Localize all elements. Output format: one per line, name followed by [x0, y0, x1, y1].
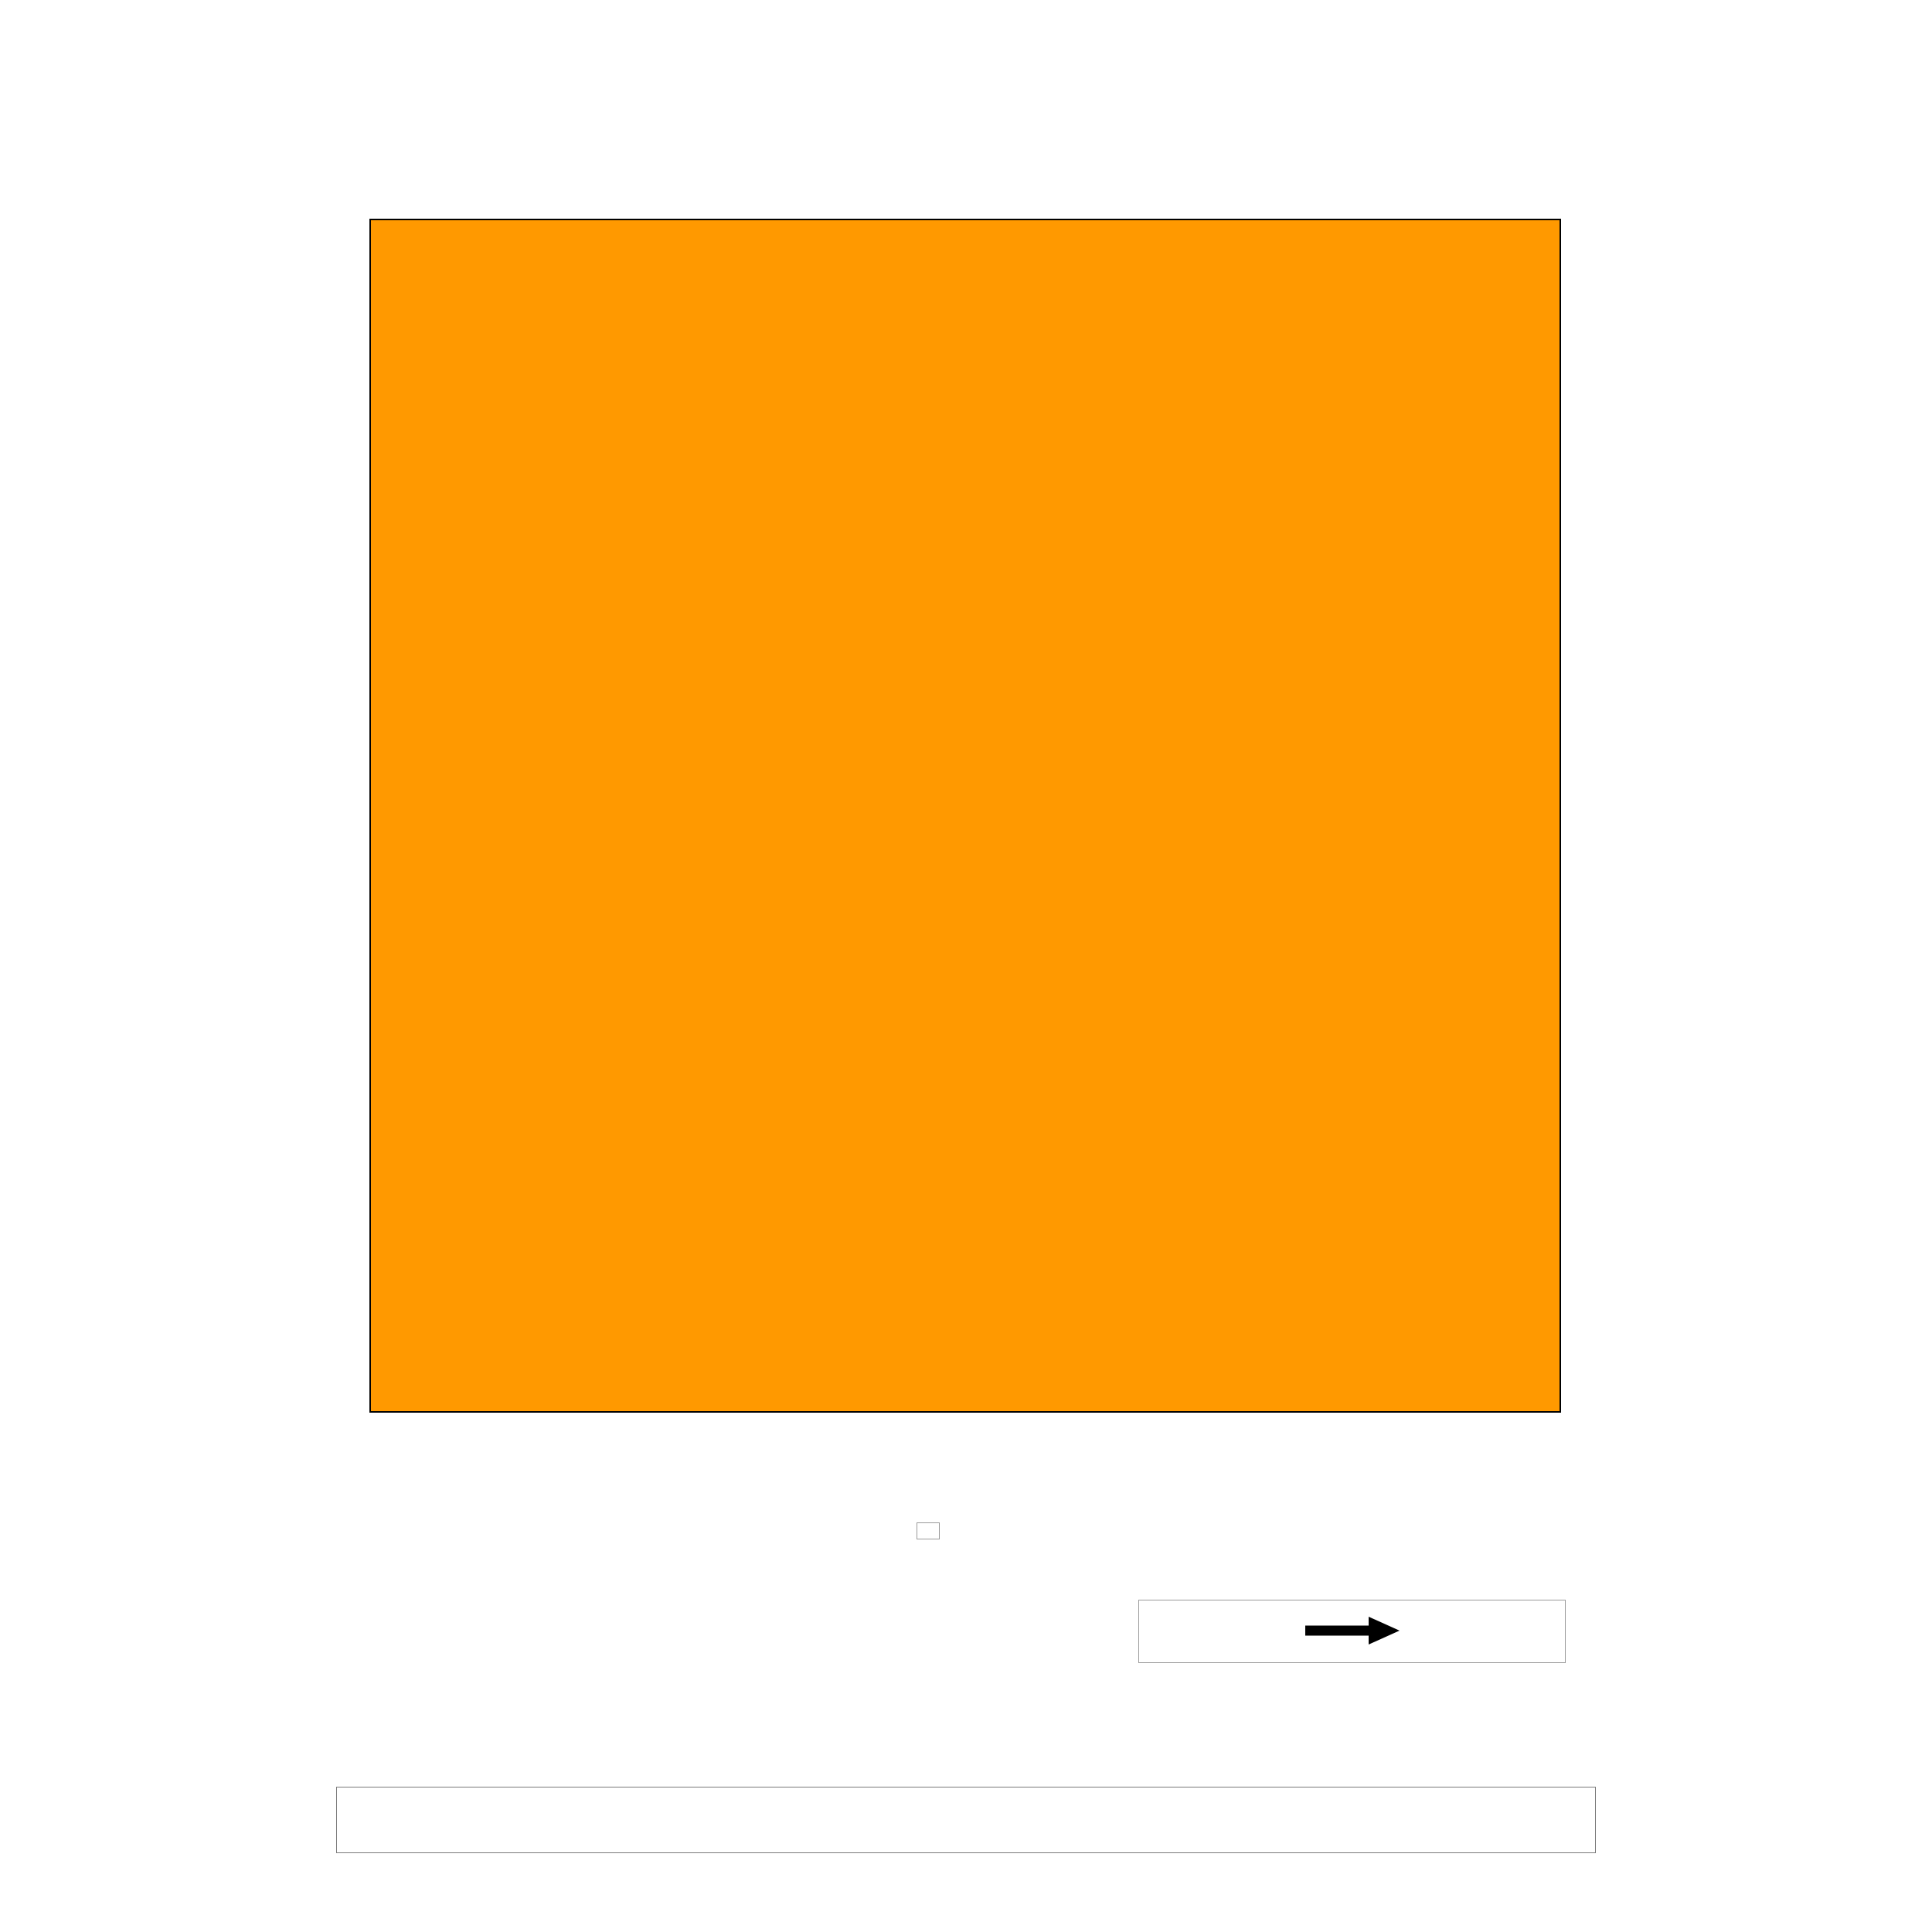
- wind-reference-legend: [1138, 1600, 1566, 1663]
- colorbar: [336, 1787, 1596, 1853]
- pressure-legend: [917, 1522, 940, 1539]
- wind-reference-arrow-icon: [1139, 1610, 1565, 1651]
- colorbar-canvas: [336, 1787, 1596, 1853]
- colorbar-tick-labels: [336, 1859, 1596, 1913]
- map-annotation-overlay: [371, 220, 1560, 1411]
- temperature-field-canvas: [371, 220, 1560, 1411]
- weather-map-plot: [369, 219, 1561, 1413]
